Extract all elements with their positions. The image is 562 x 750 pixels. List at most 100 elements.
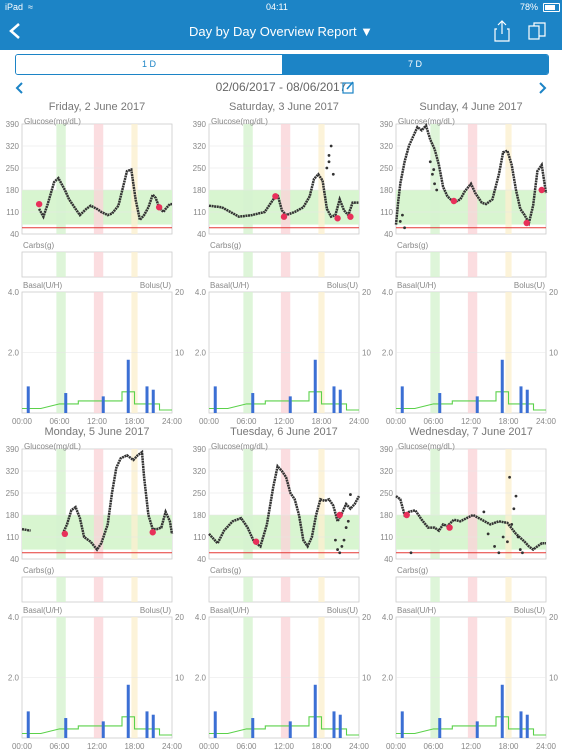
glucose-tick-label: 180: [193, 511, 207, 520]
bolus-tick-label: 10: [175, 674, 184, 683]
glucose-reading-point: [501, 535, 505, 539]
glucose-reading-point: [398, 220, 402, 223]
glucose-tick-label: 320: [193, 467, 207, 476]
meal-time-band: [243, 449, 253, 559]
meal-time-band: [505, 252, 512, 277]
time-tick-label: 06:00: [236, 742, 257, 750]
glucose-trace: [61, 449, 174, 552]
meal-time-band: [318, 252, 325, 277]
page-title[interactable]: Day by Day Overview Report ▼: [188, 24, 374, 39]
bolus-axis-label: Bolus(U): [140, 281, 171, 290]
meal-time-band: [505, 577, 512, 602]
glucose-axis-label: Glucose(mg/dL): [211, 117, 268, 126]
bolus-tick-label: 20: [362, 613, 371, 622]
basal-rate-line: [22, 391, 172, 411]
meal-time-band: [467, 449, 478, 559]
glucose-tick-label: 40: [197, 230, 206, 239]
glucose-reading-point: [486, 532, 490, 536]
basal-axis-label: Basal(U/H): [210, 281, 249, 290]
bolus-axis-label: Bolus(U): [327, 281, 358, 290]
back-chevron-icon[interactable]: [8, 22, 22, 40]
event-marker: [334, 215, 341, 222]
pages-icon[interactable]: [528, 22, 548, 40]
glucose-axis-label: Glucose(mg/dL): [398, 117, 455, 126]
glucose-reading-point: [508, 475, 511, 479]
glucose-reading-point: [338, 551, 342, 555]
basal-tick-label: 4.0: [8, 613, 20, 622]
basal-rate-line: [209, 716, 359, 736]
meal-time-band: [93, 449, 104, 559]
bolus-bar: [400, 386, 404, 413]
glucose-tick-label: 250: [6, 489, 20, 498]
time-tick-label: 12:00: [274, 742, 295, 750]
next-chevron-icon[interactable]: [537, 81, 547, 95]
bolus-bar: [438, 718, 442, 738]
glucose-axis-label: Glucose(mg/dL): [211, 442, 268, 451]
event-marker: [272, 193, 279, 200]
meal-time-band: [430, 124, 440, 234]
meal-time-band: [131, 252, 138, 277]
glucose-tick-label: 390: [6, 120, 20, 129]
glucose-tick-label: 40: [384, 555, 393, 564]
bolus-axis-label: Bolus(U): [514, 606, 545, 615]
bolus-axis-label: Bolus(U): [140, 606, 171, 615]
time-tick-label: 24:00: [162, 417, 183, 426]
glucose-trace: [21, 527, 31, 532]
basal-tick-label: 2.0: [8, 674, 20, 683]
bolus-bar: [213, 711, 217, 738]
glucose-tick-label: 180: [380, 511, 394, 520]
day-title: Monday, 5 June 2017: [45, 426, 150, 438]
glucose-tick-label: 390: [6, 445, 20, 454]
day-panel: Tuesday, 6 June 2017 390 320 250 180 110 40 Glu…: [193, 426, 372, 750]
time-tick-label: 00:00: [386, 417, 407, 426]
glucose-reading-point: [409, 551, 413, 555]
basal-axis-label: Basal(U/H): [23, 281, 62, 290]
basal-rate-line: [209, 391, 359, 411]
event-marker: [155, 204, 163, 211]
glucose-tick-label: 320: [193, 142, 207, 151]
meal-time-band: [131, 124, 138, 234]
meal-time-band: [505, 124, 512, 234]
glucose-trace: [395, 495, 546, 552]
time-tick-label: 24:00: [536, 742, 557, 750]
bolus-bar: [519, 386, 523, 413]
bolus-bar: [151, 714, 155, 738]
bolus-bar: [26, 711, 30, 738]
time-tick-label: 00:00: [199, 742, 220, 750]
time-tick-label: 24:00: [349, 417, 370, 426]
event-marker: [280, 213, 288, 220]
glucose-reading-point: [327, 160, 331, 164]
event-marker: [35, 200, 43, 208]
share-icon[interactable]: [494, 20, 510, 42]
time-tick-label: 18:00: [311, 742, 332, 750]
basal-tick-label: 2.0: [382, 674, 394, 683]
glucose-reading-point: [433, 182, 436, 186]
meal-time-band: [243, 252, 253, 277]
glucose-reading-point: [510, 523, 514, 526]
glucose-reading-point: [329, 144, 333, 148]
time-tick-label: 12:00: [461, 417, 482, 426]
meal-time-band: [280, 252, 291, 277]
tab-7d[interactable]: 7 D: [282, 55, 548, 74]
event-marker: [149, 529, 156, 536]
meal-time-band: [430, 577, 440, 602]
edit-date-icon[interactable]: [342, 81, 355, 94]
meal-time-band: [280, 577, 291, 602]
bolus-bar: [101, 396, 105, 413]
bolus-tick-label: 10: [362, 674, 371, 683]
basal-tick-label: 2.0: [382, 349, 394, 358]
battery-icon: [543, 3, 560, 12]
carbs-axis-label: Carbs(g): [23, 241, 54, 250]
glucose-tick-label: 320: [380, 142, 394, 151]
meal-time-band: [430, 449, 440, 559]
day-title: Saturday, 3 June 2017: [229, 101, 339, 113]
glucose-axis-label: Glucose(mg/dL): [398, 442, 455, 451]
bolus-tick-label: 20: [175, 613, 184, 622]
bolus-bar: [438, 393, 442, 413]
previous-chevron-icon[interactable]: [15, 81, 25, 95]
bolus-tick-label: 20: [549, 613, 558, 622]
glucose-tick-label: 320: [6, 142, 20, 151]
tab-1d[interactable]: 1 D: [16, 55, 282, 74]
bolus-bar: [126, 359, 130, 413]
